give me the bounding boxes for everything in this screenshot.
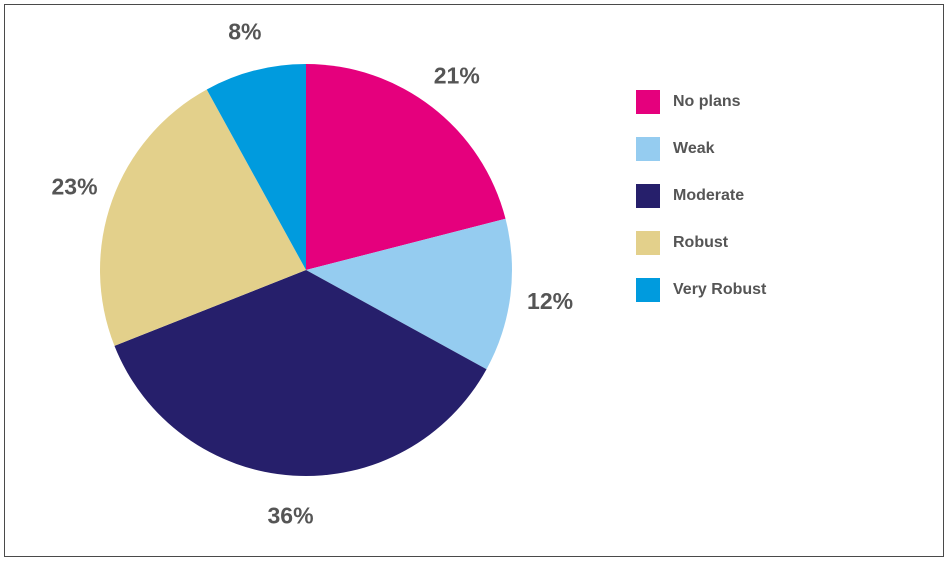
pie-label-very-robust: 8% [228,19,261,45]
pie-label-moderate: 36% [268,503,314,529]
legend-item-moderate: Moderate [636,184,766,208]
pie-label-weak: 12% [527,288,573,314]
pie-slice-very-robust [206,64,306,270]
legend-item-weak: Weak [636,137,766,161]
legend-item-very-robust: Very Robust [636,278,766,302]
legend-swatch-very-robust [636,278,660,302]
legend-item-robust: Robust [636,231,766,255]
pie-slice-moderate [114,270,487,476]
pie-slice-weak [306,218,512,370]
legend-label-no-plans: No plans [673,93,741,110]
legend-swatch-no-plans [636,90,660,114]
pie-label-robust: 23% [52,174,98,200]
legend-label-moderate: Moderate [673,187,745,204]
pie-label-no-plans: 21% [434,63,480,89]
legend-swatch-weak [636,137,660,161]
legend: No plans Weak Moderate Robust Very Robus… [636,90,766,325]
pie-slice-no-plans [306,64,506,270]
legend-item-no-plans: No plans [636,90,766,114]
legend-label-robust: Robust [673,234,729,251]
legend-label-weak: Weak [673,140,715,157]
pie-slice-robust [99,89,306,346]
legend-label-very-robust: Very Robust [673,281,767,298]
legend-swatch-robust [636,231,660,255]
legend-swatch-moderate [636,184,660,208]
